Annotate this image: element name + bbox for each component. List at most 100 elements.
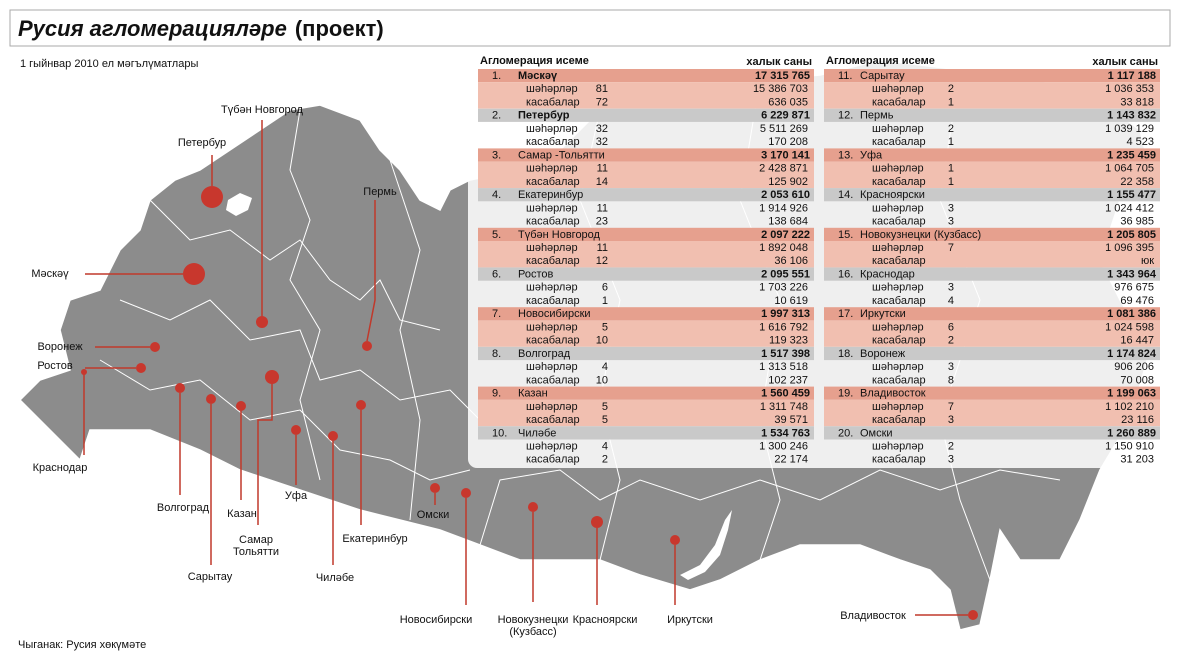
column-header: Агломерация исеме: [826, 55, 935, 67]
row-header-bg: [478, 108, 814, 122]
sub-count: 14: [596, 176, 608, 188]
city-dot: [356, 400, 366, 410]
city-label: Ростов: [37, 360, 73, 372]
row-header-bg: [824, 386, 1160, 400]
sub-count: 2: [948, 335, 954, 347]
sub-label: шәһәрләр: [872, 282, 924, 294]
population-total: 3 170 141: [761, 149, 810, 161]
agglomeration-name: Новокузнецки (Кузбасс): [860, 229, 981, 241]
subtitle: 1 гыйнвар 2010 ел мәгълүматлары: [20, 58, 198, 70]
sub-count: 3: [948, 414, 954, 426]
rank: 9.: [492, 388, 501, 400]
city-label: Екатеринбур: [342, 533, 407, 545]
sub-label: касабалар: [526, 136, 580, 148]
agglomeration-name: Казан: [518, 388, 548, 400]
city-dot: [201, 186, 223, 208]
rank: 16.: [838, 269, 853, 281]
row-header-bg: [478, 227, 814, 241]
sub-label: касабалар: [872, 414, 926, 426]
sub-count: 4: [602, 361, 608, 373]
leader-line: [366, 200, 376, 342]
sub-label: касабалар: [526, 295, 580, 307]
population-total: 1 343 964: [1107, 269, 1157, 281]
sub-label: касабалар: [526, 335, 580, 347]
sub-label: шәһәрләр: [872, 321, 924, 333]
sub-population: 976 675: [1114, 282, 1154, 294]
sub-count: 11: [597, 163, 608, 175]
population-total: 1 517 398: [761, 348, 810, 360]
sub-label: шәһәрләр: [526, 163, 578, 175]
sub-count: 81: [596, 83, 608, 95]
sub-label: шәһәрләр: [526, 361, 578, 373]
population-total: 1 081 386: [1107, 308, 1156, 320]
agglomeration-name: Воронеж: [860, 348, 906, 360]
sub-population: 138 684: [768, 216, 808, 228]
city-label: Петербур: [178, 137, 226, 149]
population-total: 1 997 313: [761, 308, 810, 320]
sub-population: 5 511 269: [760, 123, 808, 135]
sub-count: 8: [948, 374, 954, 386]
rank: 20.: [838, 427, 853, 439]
sub-count: 1: [602, 295, 608, 307]
sub-population: 906 206: [1114, 361, 1154, 373]
sub-count: 4: [948, 295, 954, 307]
sub-count: 6: [602, 282, 608, 294]
agglomeration-name: Екатеринбур: [518, 189, 583, 201]
row-header-bg: [824, 188, 1160, 202]
population-total: 6 229 871: [761, 110, 810, 122]
rank: 13.: [838, 149, 853, 161]
source: Чыганак: Русия хөкүмәте: [18, 639, 146, 651]
sub-count: 3: [948, 202, 954, 214]
sub-label: касабалар: [872, 176, 926, 188]
population-total: 1 560 459: [761, 388, 810, 400]
sub-count: 7: [948, 242, 954, 254]
sub-count: 11: [597, 242, 608, 254]
sub-count: 12: [596, 255, 608, 267]
sub-population: 1 300 246: [759, 441, 808, 453]
population-total: 1 143 832: [1107, 110, 1156, 122]
row-header-bg: [824, 346, 1160, 361]
sub-population: 119 323: [769, 335, 808, 347]
city-dot: [256, 316, 268, 328]
city-dot: [362, 341, 372, 351]
row-sub-bg: [824, 320, 1160, 347]
city-label: Воронеж: [37, 341, 83, 353]
sub-population: 4 523: [1126, 136, 1154, 148]
row-sub-bg: [478, 161, 814, 188]
sub-count: 7: [948, 401, 954, 413]
sub-count: 1: [948, 96, 954, 108]
sub-label: шәһәрләр: [526, 321, 578, 333]
sub-count: 3: [948, 361, 954, 373]
sub-population: 22 174: [774, 454, 808, 466]
sub-population: 36 106: [774, 255, 808, 267]
sub-label: касабалар: [526, 454, 580, 466]
sub-label: касабалар: [526, 176, 580, 188]
rank: 4.: [492, 189, 501, 201]
sub-count: 3: [948, 282, 954, 294]
row-header-bg: [478, 188, 814, 202]
rank: 12.: [838, 110, 853, 122]
population-total: 1 199 063: [1107, 388, 1156, 400]
rank: 1.: [492, 70, 501, 82]
agglomeration-name: Мәскәү: [518, 70, 558, 82]
agglomeration-name: Новосибирски: [518, 308, 591, 320]
column-header: халык саны: [1092, 56, 1158, 68]
population-total: 1 260 889: [1107, 427, 1156, 439]
city-dot: [265, 370, 279, 384]
sub-population: 2 428 871: [759, 163, 808, 175]
sub-label: шәһәрләр: [872, 361, 924, 373]
row-sub-bg: [478, 320, 814, 347]
lake-baikal: [680, 510, 732, 580]
row-sub-bg: [824, 399, 1160, 427]
row-sub-bg: [824, 82, 1160, 109]
sub-count: 1: [948, 176, 954, 188]
sub-population: 1 024 412: [1105, 202, 1154, 214]
row-header-bg: [824, 148, 1160, 162]
rank: 15.: [838, 229, 853, 241]
sub-population: 1 914 926: [759, 202, 808, 214]
city-label: Красноярски: [573, 614, 638, 626]
sub-population: 69 476: [1120, 295, 1154, 307]
sub-label: шәһәрләр: [526, 123, 578, 135]
sub-count: 6: [948, 321, 954, 333]
